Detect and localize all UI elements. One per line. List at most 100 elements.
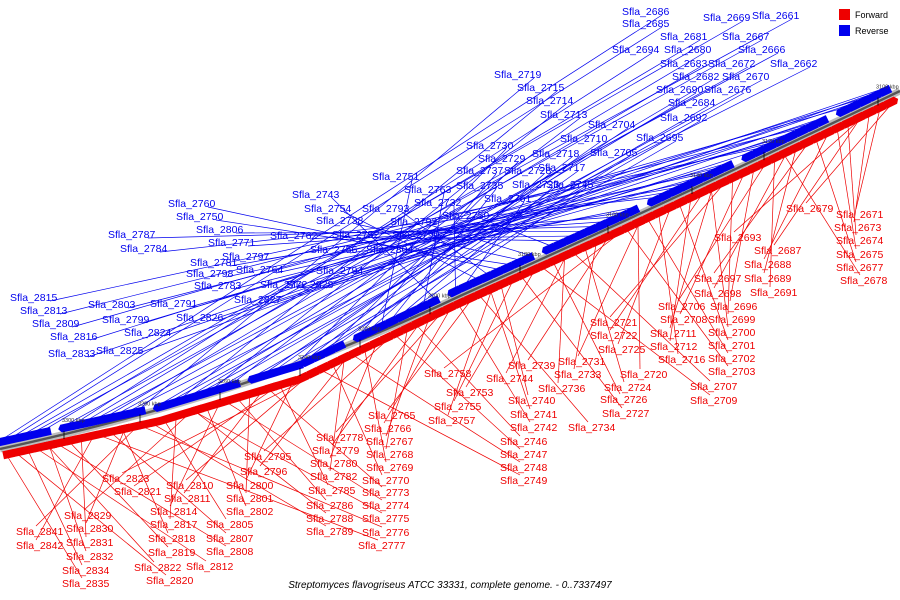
reverse-gene-glyph[interactable]: [719, 160, 735, 173]
forward-gene-label[interactable]: Sfla_2712: [650, 341, 697, 353]
reverse-gene-label[interactable]: Sfla_2809: [32, 318, 79, 330]
reverse-gene-glyph[interactable]: [267, 366, 283, 379]
reverse-gene-label[interactable]: Sfla_2759: [442, 210, 489, 222]
forward-gene-glyph[interactable]: [306, 366, 322, 379]
forward-gene-label[interactable]: Sfla_2779: [312, 445, 359, 457]
forward-gene-glyph[interactable]: [831, 120, 847, 134]
forward-gene-label[interactable]: Sfla_2769: [366, 462, 413, 474]
forward-gene-label[interactable]: Sfla_2748: [500, 462, 547, 474]
forward-gene-label[interactable]: Sfla_2674: [836, 235, 883, 247]
reverse-gene-label[interactable]: Sfla_2827: [234, 294, 281, 306]
reverse-gene-label[interactable]: Sfla_2686: [622, 6, 669, 18]
reverse-gene-label[interactable]: Sfla_2738: [316, 215, 363, 227]
reverse-gene-label[interactable]: Sfla_2791: [150, 298, 197, 310]
forward-gene-glyph[interactable]: [568, 244, 585, 257]
reverse-gene-label[interactable]: Sfla_2667: [722, 31, 769, 43]
reverse-gene-glyph[interactable]: [708, 165, 725, 178]
forward-gene-glyph[interactable]: [684, 190, 700, 204]
forward-gene-glyph[interactable]: [820, 125, 837, 139]
forward-gene-glyph[interactable]: [327, 356, 343, 369]
forward-gene-glyph[interactable]: [44, 439, 59, 451]
forward-gene-label[interactable]: Sfla_2689: [744, 273, 791, 285]
reverse-gene-label[interactable]: Sfla_2824: [124, 327, 171, 339]
forward-gene-label[interactable]: Sfla_2702: [708, 353, 755, 365]
forward-gene-label[interactable]: Sfla_2835: [62, 578, 109, 590]
forward-gene-glyph[interactable]: [75, 432, 91, 444]
reverse-gene-label[interactable]: Sfla_2797: [222, 251, 269, 263]
reverse-gene-glyph[interactable]: [110, 410, 126, 422]
reverse-gene-glyph[interactable]: [425, 295, 441, 308]
reverse-gene-glyph[interactable]: [299, 355, 315, 368]
reverse-gene-label[interactable]: Sfla_2713: [540, 109, 587, 121]
forward-gene-glyph[interactable]: [705, 180, 721, 194]
forward-gene-label[interactable]: Sfla_2731: [558, 356, 605, 368]
reverse-gene-label[interactable]: Sfla_2730: [466, 140, 513, 152]
forward-gene-label[interactable]: Sfla_2740: [508, 395, 555, 407]
reverse-gene-glyph[interactable]: [593, 219, 609, 232]
reverse-gene-label[interactable]: Sfla_2804: [366, 244, 413, 256]
forward-gene-glyph[interactable]: [65, 435, 80, 446]
reverse-gene-glyph[interactable]: [624, 204, 641, 218]
reverse-gene-label[interactable]: Sfla_2714: [526, 95, 573, 107]
forward-gene-glyph[interactable]: [400, 321, 417, 334]
forward-gene-glyph[interactable]: [484, 282, 501, 295]
reverse-gene-glyph[interactable]: [509, 256, 525, 270]
forward-gene-glyph[interactable]: [191, 403, 207, 416]
forward-gene-label[interactable]: Sfla_2671: [836, 209, 883, 221]
reverse-gene-glyph[interactable]: [362, 325, 378, 338]
forward-gene-label[interactable]: Sfla_2679: [786, 203, 833, 215]
reverse-gene-label[interactable]: Sfla_2784: [120, 243, 167, 255]
reverse-gene-label[interactable]: Sfla_2799: [102, 314, 149, 326]
forward-gene-label[interactable]: Sfla_2767: [366, 436, 413, 448]
reverse-gene-label[interactable]: Sfla_2661: [752, 10, 799, 22]
reverse-gene-label[interactable]: Sfla_2793: [362, 203, 409, 215]
forward-gene-glyph[interactable]: [736, 166, 753, 179]
forward-gene-glyph[interactable]: [264, 381, 281, 394]
forward-gene-label[interactable]: Sfla_2709: [690, 395, 737, 407]
forward-gene-label[interactable]: Sfla_2774: [362, 500, 409, 512]
forward-gene-label[interactable]: Sfla_2823: [102, 473, 149, 485]
reverse-gene-glyph[interactable]: [813, 115, 830, 128]
forward-gene-label[interactable]: Sfla_2687: [754, 245, 801, 257]
reverse-gene-glyph[interactable]: [561, 233, 578, 246]
reverse-gene-glyph[interactable]: [183, 391, 199, 404]
reverse-gene-glyph[interactable]: [740, 150, 756, 163]
reverse-gene-label[interactable]: Sfla_2816: [50, 331, 97, 343]
reverse-gene-label[interactable]: Sfla_2772: [260, 279, 307, 291]
reverse-gene-label[interactable]: Sfla_2735: [456, 180, 503, 192]
forward-gene-label[interactable]: Sfla_2819: [148, 547, 195, 559]
forward-gene-glyph[interactable]: [432, 306, 448, 319]
forward-gene-label[interactable]: Sfla_2698: [694, 288, 741, 300]
forward-gene-glyph[interactable]: [610, 225, 627, 239]
forward-gene-glyph[interactable]: [390, 326, 406, 339]
forward-gene-label[interactable]: Sfla_2739: [508, 360, 555, 372]
forward-gene-glyph[interactable]: [474, 286, 490, 300]
forward-gene-label[interactable]: Sfla_2775: [362, 513, 409, 525]
reverse-gene-label[interactable]: Sfla_2704: [588, 119, 635, 131]
forward-gene-label[interactable]: Sfla_2696: [710, 301, 757, 313]
forward-gene-glyph[interactable]: [212, 397, 228, 409]
forward-gene-label[interactable]: Sfla_2830: [66, 523, 113, 535]
reverse-gene-label[interactable]: Sfla_2792: [390, 216, 437, 228]
reverse-gene-label[interactable]: Sfla_2737: [456, 165, 503, 177]
forward-gene-label[interactable]: Sfla_2829: [64, 510, 111, 522]
reverse-gene-label[interactable]: Sfla_2666: [738, 44, 785, 56]
forward-gene-label[interactable]: Sfla_2822: [134, 562, 181, 574]
forward-gene-label[interactable]: Sfla_2678: [840, 275, 887, 287]
reverse-gene-label[interactable]: Sfla_2763: [404, 184, 451, 196]
reverse-gene-glyph[interactable]: [551, 238, 567, 251]
reverse-gene-glyph[interactable]: [677, 179, 693, 193]
reverse-gene-label[interactable]: Sfla_2718: [532, 148, 579, 160]
forward-gene-glyph[interactable]: [138, 419, 154, 430]
reverse-gene-glyph[interactable]: [446, 285, 462, 298]
forward-gene-glyph[interactable]: [463, 291, 480, 305]
forward-gene-glyph[interactable]: [789, 141, 805, 154]
forward-gene-label[interactable]: Sfla_2741: [510, 409, 557, 421]
reverse-gene-label[interactable]: Sfla_2729: [478, 153, 525, 165]
forward-gene-glyph[interactable]: [873, 100, 889, 114]
reverse-gene-label[interactable]: Sfla_2680: [664, 44, 711, 56]
forward-gene-label[interactable]: Sfla_2697: [694, 273, 741, 285]
forward-gene-glyph[interactable]: [23, 444, 38, 455]
reverse-gene-glyph[interactable]: [698, 169, 714, 183]
reverse-gene-glyph[interactable]: [15, 431, 31, 443]
